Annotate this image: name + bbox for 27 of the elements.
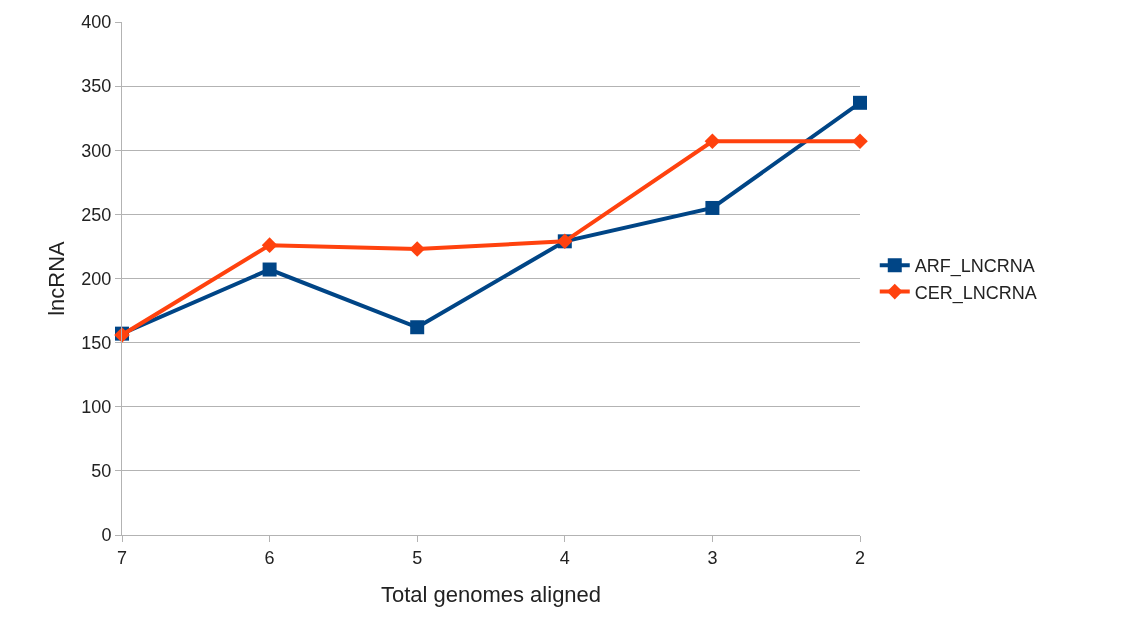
x-tick-label: 5 <box>412 547 423 568</box>
point <box>410 320 425 335</box>
x-tick-label: 7 <box>116 547 128 568</box>
point <box>705 200 720 215</box>
point <box>852 133 868 150</box>
y-tick-label: 100 <box>81 397 112 418</box>
point <box>409 241 425 257</box>
x-axis-title: Total genomes aligned <box>380 582 602 608</box>
y-tick-label: 250 <box>81 204 112 225</box>
y-tick-label: 400 <box>81 12 112 33</box>
y-tick-label: 200 <box>81 268 112 289</box>
point <box>853 95 867 110</box>
x-tick-label: 6 <box>264 547 275 568</box>
x-tick-label: 4 <box>559 547 570 568</box>
point <box>262 262 277 277</box>
y-tick-label: 150 <box>81 332 112 353</box>
point <box>261 237 278 253</box>
y-tick-label: 350 <box>81 76 112 97</box>
x-tick-label: 3 <box>707 547 718 568</box>
y-tick-label: 0 <box>101 525 112 546</box>
point <box>704 133 721 150</box>
y-tick-label: 300 <box>81 140 112 161</box>
y-axis-title: lncRNA <box>44 240 70 316</box>
x-tick-label: 2 <box>854 547 866 568</box>
legend-label: ARF_LNCRNA <box>914 256 1035 278</box>
y-tick-label: 50 <box>91 461 112 482</box>
legend-label: CER_LNCRNA <box>914 282 1037 304</box>
